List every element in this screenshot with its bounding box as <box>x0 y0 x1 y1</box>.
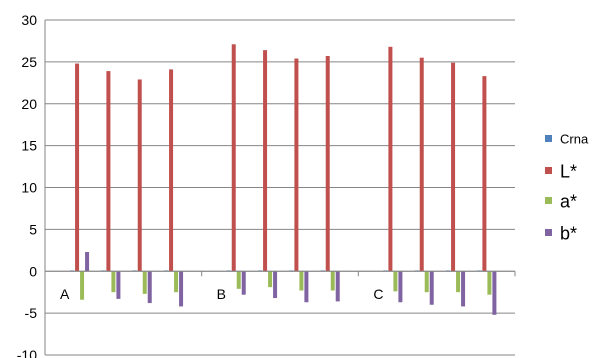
bar-a-A-4 <box>174 271 179 293</box>
legend-swatch <box>545 197 552 204</box>
bar-b-B-4 <box>335 271 340 302</box>
bar-L-A-2 <box>106 71 111 272</box>
y-tick-label: -5 <box>25 305 38 321</box>
category-labels: A B C <box>60 286 383 302</box>
y-tick-label: 20 <box>21 96 37 112</box>
y-axis-tick-labels: -10 -5 0 5 10 15 20 25 30 <box>17 12 37 358</box>
bar-L-C-4 <box>482 76 487 272</box>
category-label: A <box>60 286 70 302</box>
bar-L-A-3 <box>137 79 142 272</box>
bar-a-A-1 <box>80 271 85 300</box>
bar-b-A-4 <box>179 271 184 307</box>
legend-swatch <box>545 167 552 174</box>
bar-L-B-4 <box>325 56 330 272</box>
legend-swatch <box>545 135 552 142</box>
bar-a-B-2 <box>268 271 273 288</box>
y-tick-label: 10 <box>21 180 37 196</box>
legend-label: b* <box>560 223 577 243</box>
bar-a-B-4 <box>330 271 335 291</box>
y-tick-label: 30 <box>21 12 37 28</box>
bar-b-A-3 <box>147 271 152 304</box>
bar-b-B-3 <box>304 271 309 303</box>
legend-label: L* <box>560 161 577 181</box>
y-tick-label: 25 <box>21 54 37 70</box>
bar-L-C-2 <box>419 57 424 272</box>
bar-b-C-2 <box>429 271 434 305</box>
bar-b-C-4 <box>492 271 497 315</box>
bar-b-C-1 <box>398 271 403 303</box>
bar-a-A-3 <box>142 271 147 294</box>
bar-L-B-1 <box>231 44 236 272</box>
bar-L-C-1 <box>388 46 393 272</box>
bar-a-B-1 <box>236 271 241 289</box>
legend-swatch <box>545 229 552 236</box>
bar-a-C-3 <box>456 271 461 293</box>
bar-b-B-2 <box>273 271 278 299</box>
bar-a-C-2 <box>424 271 429 293</box>
bar-b-A-2 <box>116 271 121 299</box>
category-label: C <box>373 286 383 302</box>
bar-a-B-3 <box>299 271 304 291</box>
y-tick-label: 0 <box>29 263 37 279</box>
legend-label: Crna <box>560 132 589 147</box>
y-tick-label: 15 <box>21 138 37 154</box>
legend-label: a* <box>560 191 577 211</box>
bar-b-A-1 <box>85 251 90 272</box>
bar-a-A-2 <box>111 271 116 293</box>
category-label: B <box>217 286 226 302</box>
bar-L-A-4 <box>169 69 174 272</box>
bar-b-B-1 <box>241 271 246 295</box>
bar-a-C-1 <box>393 271 398 292</box>
bar-L-C-3 <box>451 62 456 272</box>
bar-a-C-4 <box>487 271 492 295</box>
bar-L-A-1 <box>75 63 80 272</box>
y-tick-label: 5 <box>29 221 37 237</box>
bar-b-C-3 <box>461 271 466 307</box>
bar-L-B-2 <box>263 50 268 272</box>
legend: Crna L* a* b* <box>545 132 589 243</box>
bars <box>44 44 516 315</box>
gridlines <box>44 19 515 356</box>
y-tick-label: -10 <box>17 347 37 358</box>
bar-L-B-3 <box>294 58 299 272</box>
